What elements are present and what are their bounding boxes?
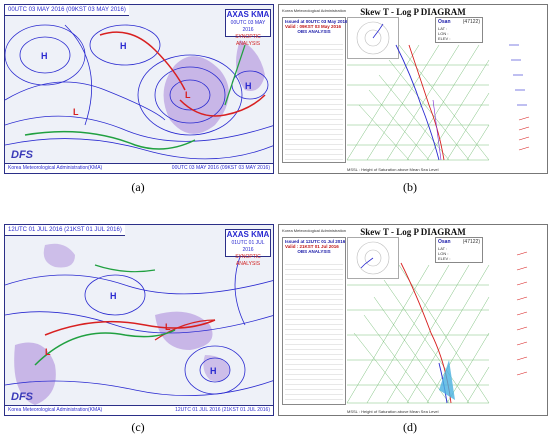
skewt-b-lat: LAT :	[438, 26, 448, 31]
skewt-b-issued: Issued at 00UTC 03 May 2016	[285, 19, 348, 24]
skewt-b-diagram	[346, 44, 530, 161]
map-c-header: 12UTC 01 JUL 2016 (21KST 01 JUL 2016)	[5, 225, 125, 236]
map-c-title-box: AXAS KMA 01UTC 01 JUL 2016 SYNOPTIC ANAL…	[225, 229, 271, 267]
skewt-b-hodograph	[347, 17, 399, 59]
map-c-footer: Korea Meteorological Administration(KMA)…	[5, 405, 273, 415]
skewt-d-table: Issued at 12UTC 01 Jul 2016 Valid : 21KS…	[282, 237, 346, 405]
svg-text:H: H	[210, 366, 217, 376]
svg-text:H: H	[120, 41, 127, 51]
synoptic-map-a: H H L H L 00UTC 03 MAY 2016 (09KST 03 MA…	[4, 4, 274, 174]
skewt-d-valid: Valid : 21KST 01 Jul 2016	[285, 244, 339, 249]
map-a-box-date: 00UTC 03 MAY 2016	[230, 20, 266, 33]
skewt-d-title: Skew T - Log P DIAGRAM	[360, 227, 466, 237]
map-c-contours: H H L L	[5, 243, 273, 405]
skewt-b-station-wmo: (47122)	[462, 19, 480, 25]
caption-a: (a)	[131, 180, 145, 194]
map-a-footer-right: 00UTC 03 MAY 2016 (09KST 03 MAY 2016)	[171, 165, 270, 171]
map-c-footer-right: 12UTC 01 JUL 2016 (21KST 01 JUL 2016)	[175, 407, 270, 413]
skewt-d-lon: LON :	[438, 251, 449, 256]
skewt-b-valid: Valid : 09KST 03 May 2016	[285, 24, 342, 29]
skewt-d-hodograph	[347, 237, 399, 279]
svg-text:L: L	[73, 107, 79, 117]
skewt-d-obs: OBS ANALYSIS	[297, 249, 331, 254]
skewt-d-rows	[285, 260, 343, 402]
map-c-box-type: SYNOPTIC ANALYSIS	[235, 254, 261, 267]
svg-text:L: L	[185, 90, 191, 100]
skewt-d-org: Korea Meteorological Administration	[282, 228, 347, 233]
map-c-footer-left: Korea Meteorological Administration(KMA)	[8, 407, 103, 413]
skewt-b-title: Skew T - Log P DIAGRAM	[360, 7, 466, 17]
skewt-b: Korea Meteorological Administration Skew…	[278, 4, 548, 174]
skewt-b-rows	[285, 40, 343, 160]
caption-d: (d)	[403, 420, 417, 434]
caption-c: (c)	[131, 420, 145, 434]
skewt-d-station-wmo: (47122)	[462, 239, 480, 245]
svg-text:L: L	[165, 322, 171, 332]
skewt-d-diagram	[346, 251, 528, 404]
skewt-b-table: Issued at 00UTC 03 May 2016 Valid : 09KS…	[282, 17, 348, 163]
map-a-box-type: SYNOPTIC ANALYSIS	[235, 34, 261, 47]
skewt-d-footer: MSSL : Height of Saturation above Mean S…	[347, 409, 439, 414]
skewt-b-obs: OBS ANALYSIS	[297, 29, 331, 34]
svg-text:H: H	[245, 81, 252, 91]
svg-text:H: H	[41, 51, 48, 61]
synoptic-map-c: H H L L 12UTC 01 JUL 2016 (21KST 01 JUL …	[4, 224, 274, 416]
map-c-box-date: 01UTC 01 JUL 2016	[231, 240, 265, 253]
skewt-d-issued: Issued at 12UTC 01 Jul 2016	[285, 239, 346, 244]
skewt-b-station-name: Osan	[438, 19, 451, 25]
map-c-dfs-logo: DFS	[11, 391, 33, 403]
map-a-contours: H H L H L	[5, 24, 273, 160]
svg-text:L: L	[45, 347, 51, 357]
map-a-footer: Korea Meteorological Administration(KMA)…	[5, 163, 273, 173]
map-a-title-box: AXAS KMA 00UTC 03 MAY 2016 SYNOPTIC ANAL…	[225, 9, 271, 47]
skewt-d-elev: ELEV :	[438, 256, 451, 261]
map-c-box-title: AXAS KMA	[226, 230, 270, 239]
map-a-box-title: AXAS KMA	[226, 10, 270, 19]
map-a-footer-left: Korea Meteorological Administration(KMA)	[8, 165, 103, 171]
skewt-d-lat: LAT :	[438, 246, 448, 251]
skewt-b-footer: MSSL : Height of Saturation above Mean S…	[347, 167, 439, 172]
map-a-header: 00UTC 03 MAY 2016 (09KST 03 MAY 2016)	[5, 5, 129, 16]
skewt-b-org: Korea Meteorological Administration	[282, 8, 347, 13]
skewt-d-station: Osan (47122) LAT : LON : ELEV :	[435, 237, 483, 263]
map-a-dfs-logo: DFS	[11, 149, 33, 161]
skewt-d-station-name: Osan	[438, 239, 451, 245]
svg-text:H: H	[110, 291, 117, 301]
skewt-b-elev: ELEV :	[438, 36, 451, 41]
skewt-b-station: Osan (47122) LAT : LON : ELEV :	[435, 17, 483, 43]
skewt-b-lon: LON :	[438, 31, 449, 36]
skewt-d: Korea Meteorological Administration Skew…	[278, 224, 548, 416]
caption-b: (b)	[403, 180, 417, 194]
